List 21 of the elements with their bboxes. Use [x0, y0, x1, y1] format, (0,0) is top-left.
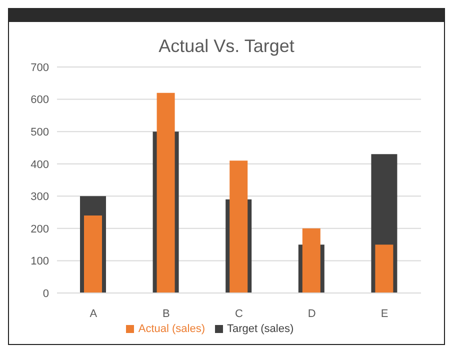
legend-label: Target (sales): [227, 323, 294, 335]
legend-label: Actual (sales): [138, 323, 205, 335]
x-tick-label: D: [308, 308, 316, 320]
y-tick-label: 700: [30, 62, 49, 74]
chart-title: Actual Vs. Target: [158, 36, 296, 57]
y-tick-label: 200: [30, 223, 49, 236]
bar: [84, 216, 102, 293]
bar: [230, 160, 248, 293]
y-tick-label: 500: [30, 126, 49, 138]
y-tick-label: 400: [30, 158, 49, 171]
y-tick-label: 100: [30, 256, 49, 268]
bar: [302, 228, 320, 293]
x-tick-label: E: [380, 308, 388, 320]
y-tick-label: 0: [42, 288, 49, 300]
x-tick-label: C: [235, 308, 244, 320]
bar: [156, 92, 175, 293]
x-tick-label: B: [162, 308, 170, 320]
y-tick-label: 600: [30, 94, 49, 106]
bar: [375, 244, 394, 293]
x-tick-label: A: [90, 308, 98, 320]
y-tick-label: 300: [30, 191, 49, 204]
